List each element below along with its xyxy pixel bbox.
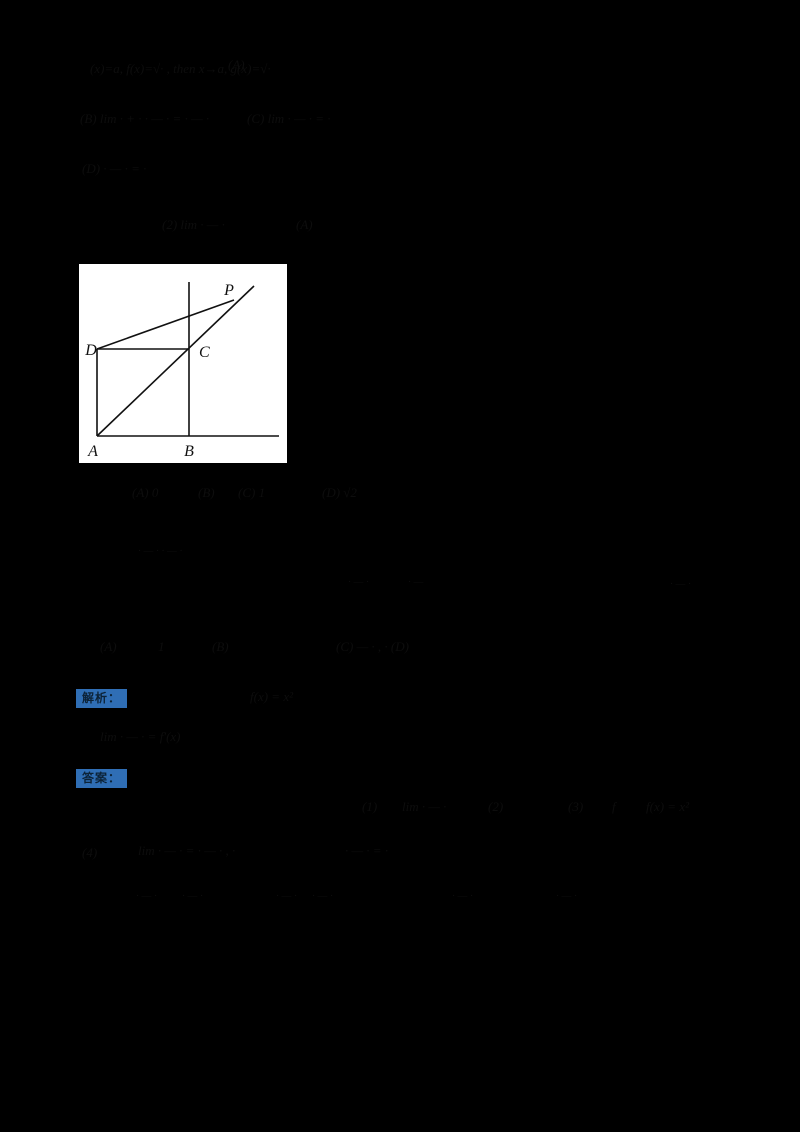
math-fragment: (A) (296, 217, 313, 232)
geometry-diagram-svg: A B C D P (84, 282, 279, 460)
math-fragment: (C) lim · — · = · (247, 111, 331, 126)
math-fragment: (A) (100, 639, 117, 654)
math-fragment: (D) · — · = · (82, 161, 147, 176)
math-fragment: · — (408, 576, 424, 588)
math-fragment: · — · (556, 890, 577, 902)
point-label-A: A (87, 443, 98, 460)
math-fragment: · — · (348, 576, 369, 588)
point-label-B: B (184, 443, 194, 460)
math-fragment: (2) lim · — · (162, 217, 225, 232)
segment-AP (96, 285, 255, 437)
math-fragment: · — · (312, 890, 333, 902)
math-fragment: · — · (136, 890, 157, 902)
math-fragment: (2) (488, 799, 504, 814)
math-fragment: (C) 1 (238, 485, 266, 500)
math-fragment: · — · (182, 890, 203, 902)
point-label-C: C (199, 344, 210, 361)
math-fragment: f(x) = x² (250, 689, 293, 704)
math-fragment: (C) — · , · (D) (336, 639, 409, 654)
answer-highlight-badge: 答案： (76, 769, 128, 789)
math-fragment: lim · — · = f'(x) (100, 729, 181, 744)
math-fragment: · — · (452, 890, 473, 902)
math-fragment: · — · = · (345, 843, 389, 858)
math-fragment: (A) 0 (132, 485, 159, 500)
math-fragment: · — · (670, 578, 691, 590)
math-fragment: 1 (158, 639, 165, 654)
math-fragment: (x)=a, f(x)=√· , then x→a, g(x)=√· (90, 61, 271, 76)
math-fragment: f(x) = x² (646, 799, 689, 814)
math-fragment: (1) (362, 799, 378, 814)
math-fragment: · — · (276, 890, 297, 902)
segment-DP (96, 299, 235, 350)
math-fragment: (B) (198, 485, 215, 500)
analysis-highlight-badge: 解析： (76, 689, 128, 709)
math-fragment: (A) (228, 57, 245, 72)
math-fragment: (D) √2 (322, 485, 357, 500)
math-fragment: f (612, 799, 616, 814)
math-fragment: lim · — · = · — · , · (138, 843, 236, 858)
geometry-diagram: A B C D P (79, 264, 287, 463)
math-fragment: (B) lim · + · · — · = · — · (80, 111, 210, 126)
point-label-P: P (223, 282, 234, 299)
math-fragment: · — · · — · (138, 545, 183, 557)
math-fragment: (3) (568, 799, 584, 814)
point-label-D: D (84, 342, 97, 359)
math-fragment: lim · — · (402, 799, 447, 814)
math-fragment: (B) (212, 639, 229, 654)
math-fragment: (4) (82, 845, 98, 860)
